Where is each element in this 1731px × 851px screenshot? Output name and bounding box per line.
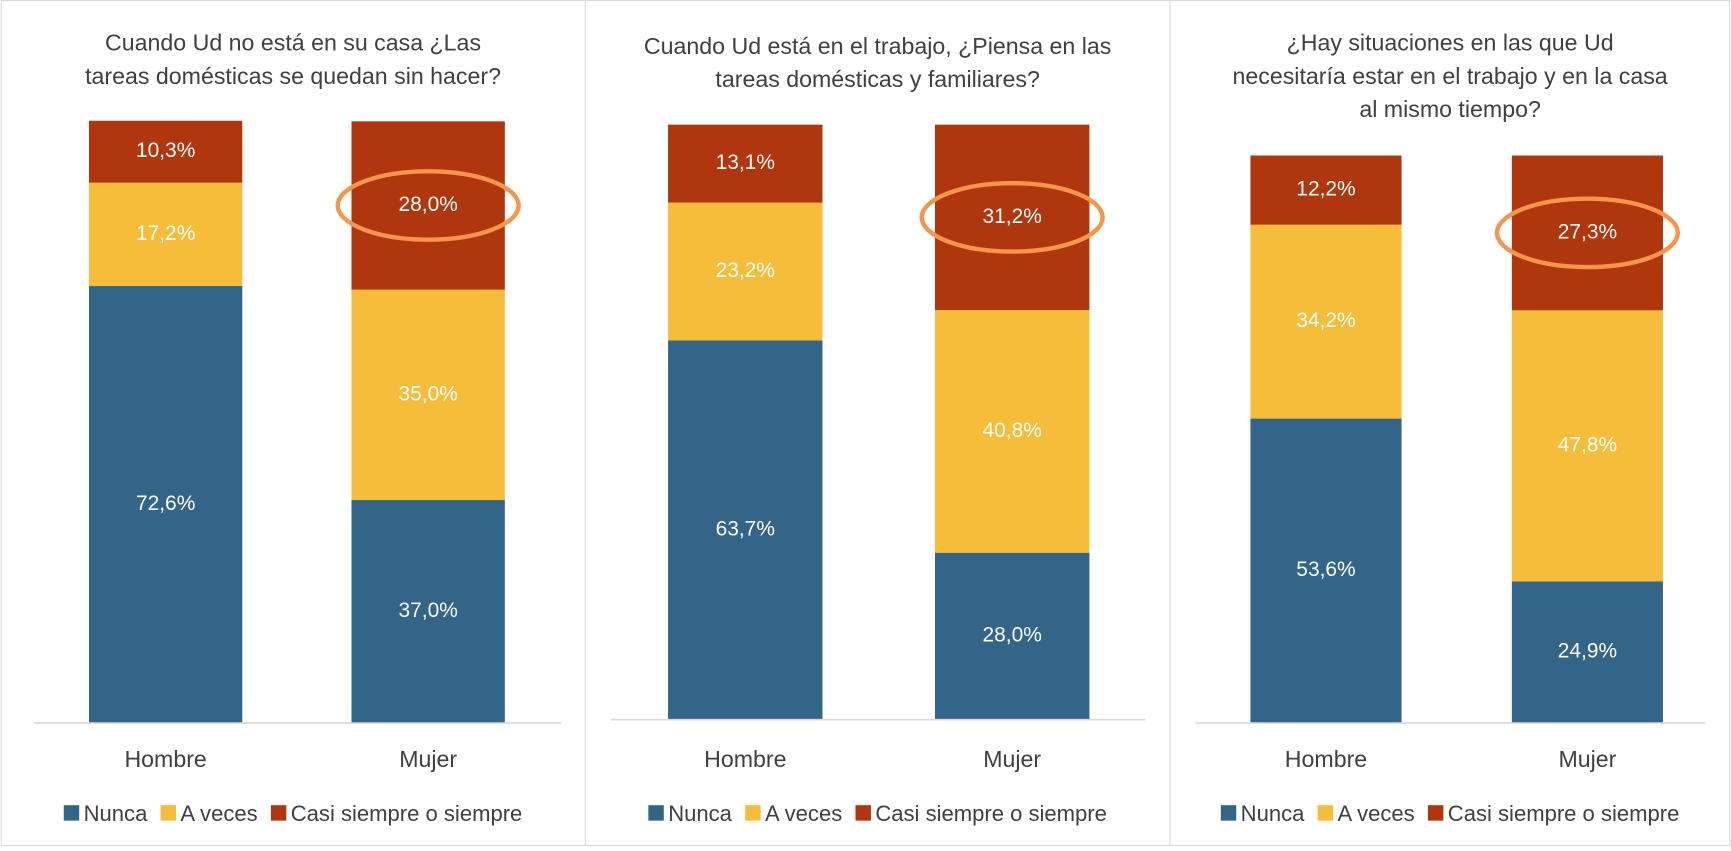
bar-segment	[934, 552, 1090, 720]
chart-title: ¿Hay situaciones en las que Ud necesitar…	[1232, 30, 1668, 123]
bar-segment	[88, 120, 243, 183]
bar-segment	[88, 182, 243, 287]
data-label: 37,0%	[398, 599, 457, 622]
legend-swatch	[270, 805, 287, 821]
title-box: Cuando Ud está en el trabajo, ¿Piensa en…	[643, 34, 1112, 93]
bar-segment	[1250, 155, 1402, 225]
data-label: 13,1%	[716, 151, 775, 174]
legend: Nunca A veces Casi siempre o siempre	[1220, 801, 1680, 826]
legend-label: A veces	[1337, 801, 1414, 826]
data-label: 47,8%	[1558, 433, 1617, 456]
highlight	[919, 180, 1105, 254]
legend-label: Casi siempre o siempre	[875, 801, 1107, 826]
bar-segment	[1511, 310, 1663, 582]
bar-segment	[668, 340, 823, 720]
x-tick-label: Hombre	[704, 746, 786, 772]
data-label: 27,3%	[1558, 220, 1617, 243]
bar-segment	[1511, 581, 1663, 723]
data-label: 28,0%	[398, 193, 457, 216]
legend-swatch	[1427, 805, 1444, 821]
data-label: 35,0%	[398, 382, 457, 405]
legend-label: Nunca	[1241, 801, 1305, 826]
data-label: 40,8%	[983, 419, 1042, 442]
bar-segment	[1250, 418, 1402, 723]
bar-segment	[934, 310, 1090, 553]
x-tick-label: Mujer	[1558, 746, 1616, 772]
legend-label: Nunca	[84, 801, 148, 826]
data-label: 12,2%	[1296, 178, 1355, 201]
legend-label: A veces	[765, 801, 842, 826]
data-label: 63,7%	[716, 517, 775, 540]
legend-label: A veces	[180, 801, 257, 826]
legend-swatch	[648, 805, 664, 821]
chart-title: Cuando Ud no está en su casa ¿Las tareas…	[85, 30, 501, 90]
highlight	[335, 169, 521, 242]
legend-swatch	[1317, 805, 1334, 821]
data-label: 31,2%	[983, 205, 1042, 228]
legend-label: Casi siempre o siempre	[291, 801, 523, 826]
data-label: 10,3%	[136, 139, 195, 162]
title-box: Cuando Ud no está en su casa ¿Las tareas…	[85, 30, 501, 90]
bar-segment	[668, 124, 823, 203]
bar-segment	[1250, 224, 1402, 419]
bar-segment	[934, 124, 1090, 311]
bar-segment	[351, 289, 505, 501]
bar-segment	[1511, 155, 1663, 311]
legend-swatch	[745, 805, 761, 821]
x-tick-label: Mujer	[399, 746, 457, 772]
legend-label: Casi siempre o siempre	[1448, 801, 1680, 826]
chart-title: Cuando Ud está en el trabajo, ¿Piensa en…	[643, 34, 1112, 93]
legend: Nunca A veces Casi siempre o siempre	[63, 801, 523, 826]
data-label: 34,2%	[1296, 309, 1355, 332]
bar-segment	[351, 500, 505, 723]
bar-segment	[668, 202, 823, 341]
x-tick-label: Hombre	[1285, 746, 1367, 772]
data-label: 72,6%	[136, 492, 195, 515]
data-label: 23,2%	[716, 259, 775, 282]
data-label: 28,0%	[983, 623, 1042, 646]
legend-label: Nunca	[668, 801, 732, 826]
legend: Nunca A veces Casi siempre o siempre	[648, 801, 1107, 826]
title-box: ¿Hay situaciones en las que Ud necesitar…	[1232, 30, 1668, 123]
highlight	[1494, 196, 1681, 270]
legend-swatch	[1220, 805, 1237, 821]
data-label: 53,6%	[1296, 558, 1355, 581]
bar-segment	[88, 286, 243, 723]
data-label: 17,2%	[136, 222, 195, 245]
legend-swatch	[160, 805, 177, 821]
legend-swatch	[63, 805, 80, 821]
bar-segment	[351, 121, 505, 290]
legend-swatch	[855, 805, 871, 821]
x-tick-label: Mujer	[983, 746, 1041, 772]
x-tick-label: Hombre	[124, 746, 206, 772]
data-label: 24,9%	[1558, 639, 1617, 662]
